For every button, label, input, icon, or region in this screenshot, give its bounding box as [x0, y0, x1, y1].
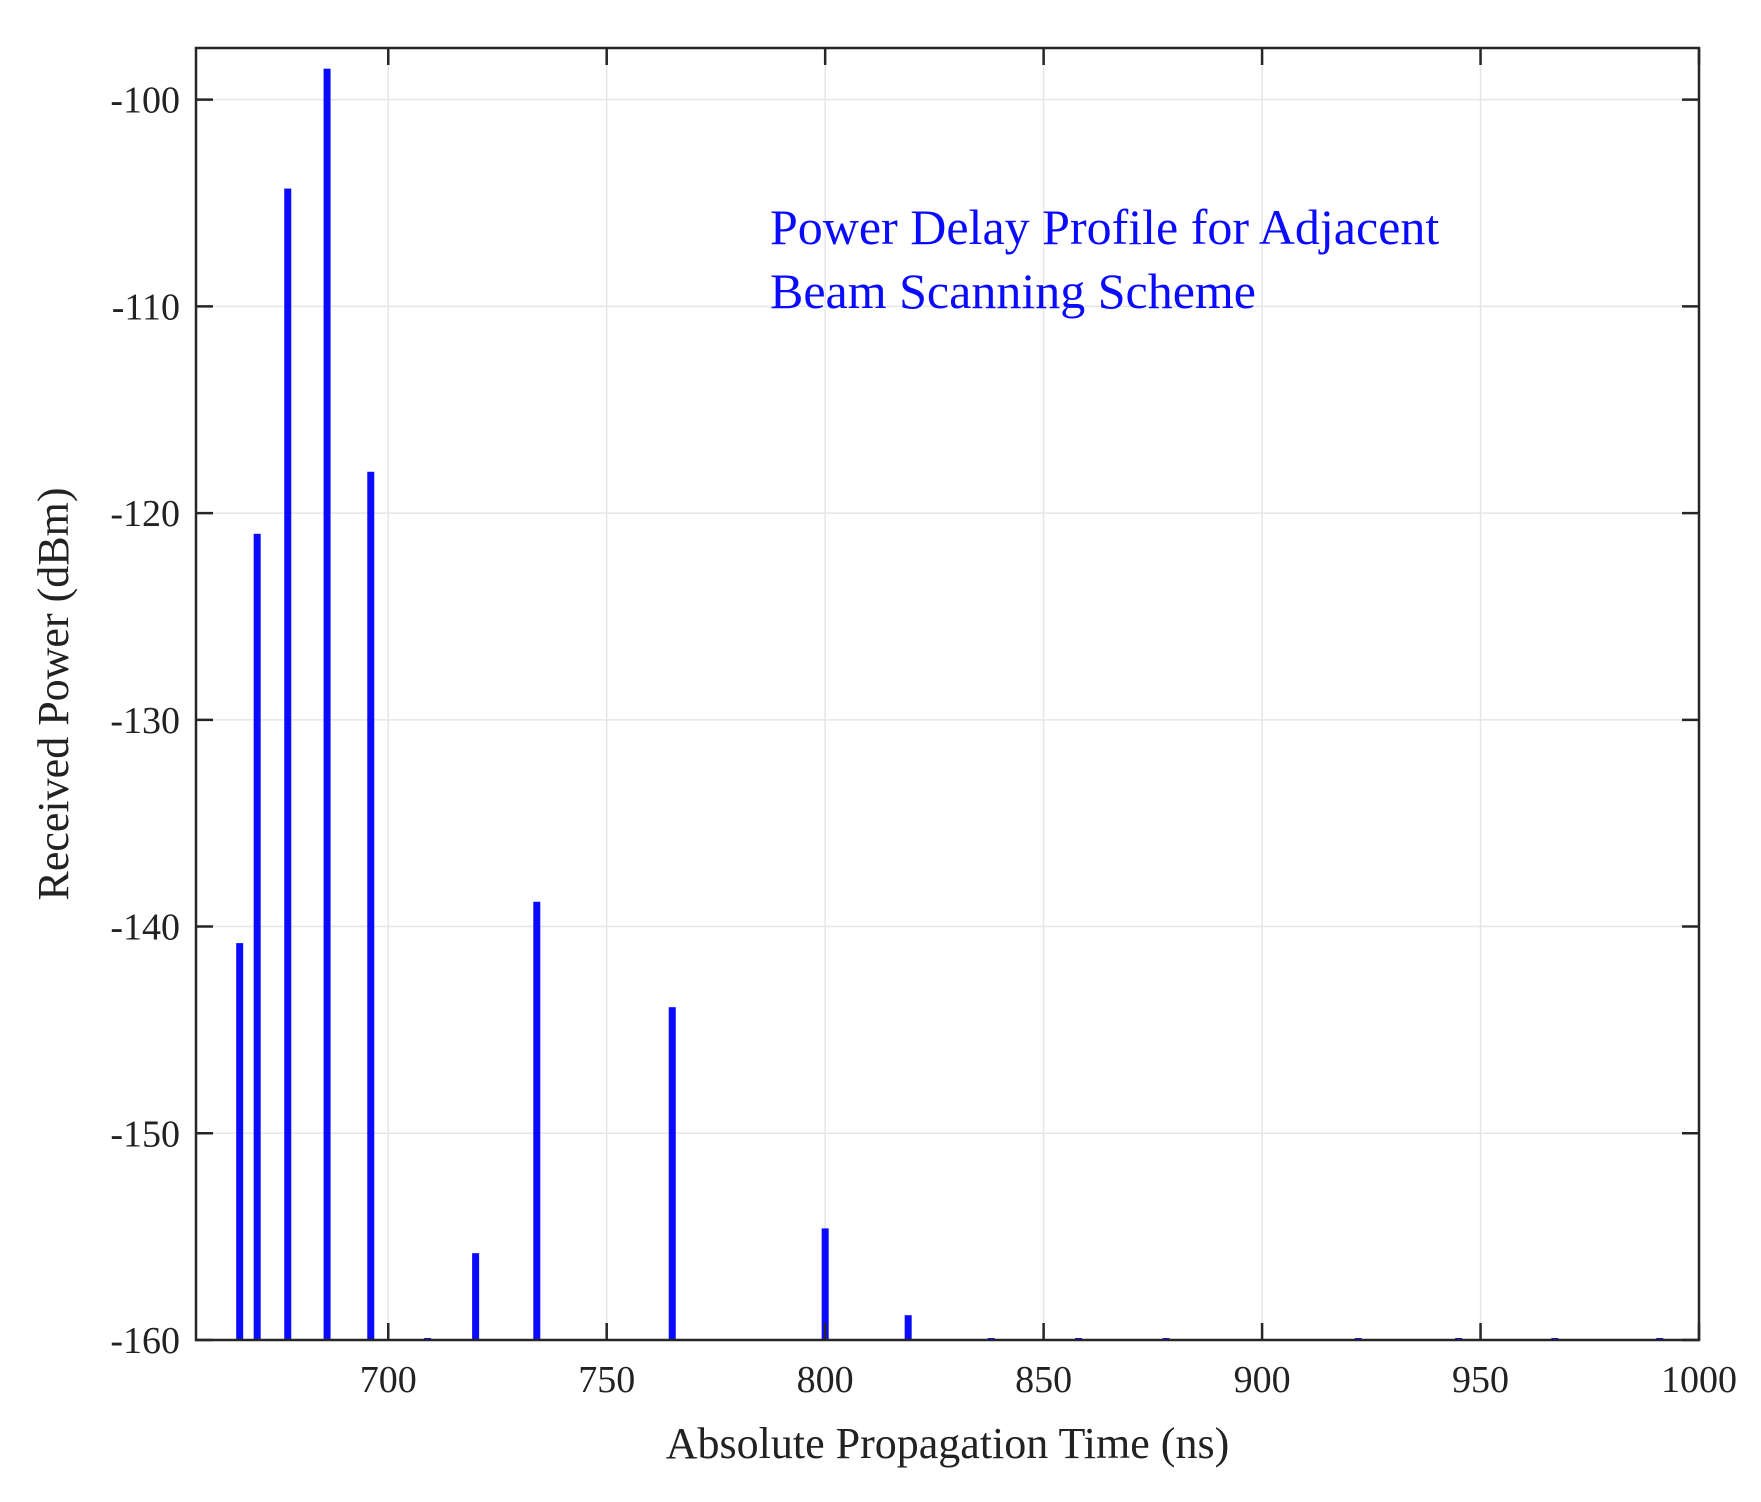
y-tick-label: -140: [110, 907, 180, 949]
bar: [253, 533, 261, 1340]
annotation-line-1: Power Delay Profile for Adjacent: [770, 199, 1439, 255]
annotation-line-2: Beam Scanning Scheme: [770, 263, 1256, 319]
x-tick-label: 750: [578, 1359, 635, 1401]
bar: [668, 1007, 676, 1340]
x-axis-title: Absolute Propagation Time (ns): [666, 1419, 1229, 1468]
x-tick-label: 1000: [1661, 1359, 1737, 1401]
y-tick-label: -120: [110, 493, 180, 535]
y-tick-label: -160: [110, 1320, 180, 1362]
ticks: [196, 48, 1701, 1342]
bar: [367, 471, 375, 1340]
bar: [472, 1253, 480, 1340]
bar: [284, 188, 292, 1341]
x-tick-label: 850: [1015, 1359, 1072, 1401]
y-axis-title: Received Power (dBm): [29, 488, 78, 901]
y-tick-label: -150: [110, 1113, 180, 1155]
x-tick-label: 700: [360, 1359, 417, 1401]
y-tick-label: -100: [110, 80, 180, 122]
y-tick-labels: -100 -110 -120 -130 -140 -150 -160: [110, 80, 180, 1362]
bar: [904, 1315, 912, 1340]
bar: [236, 943, 244, 1340]
x-tick-label: 900: [1234, 1359, 1291, 1401]
plot-frame: [194, 46, 1701, 1342]
x-tick-label: 950: [1452, 1359, 1509, 1401]
x-tick-labels: 700 750 800 850 900 950 1000: [360, 1359, 1737, 1401]
x-tick-label: 800: [797, 1359, 854, 1401]
bar: [323, 68, 331, 1340]
y-tick-label: -110: [112, 286, 180, 328]
bar: [533, 901, 541, 1340]
bar: [821, 1228, 829, 1340]
y-tick-label: -130: [110, 700, 180, 742]
